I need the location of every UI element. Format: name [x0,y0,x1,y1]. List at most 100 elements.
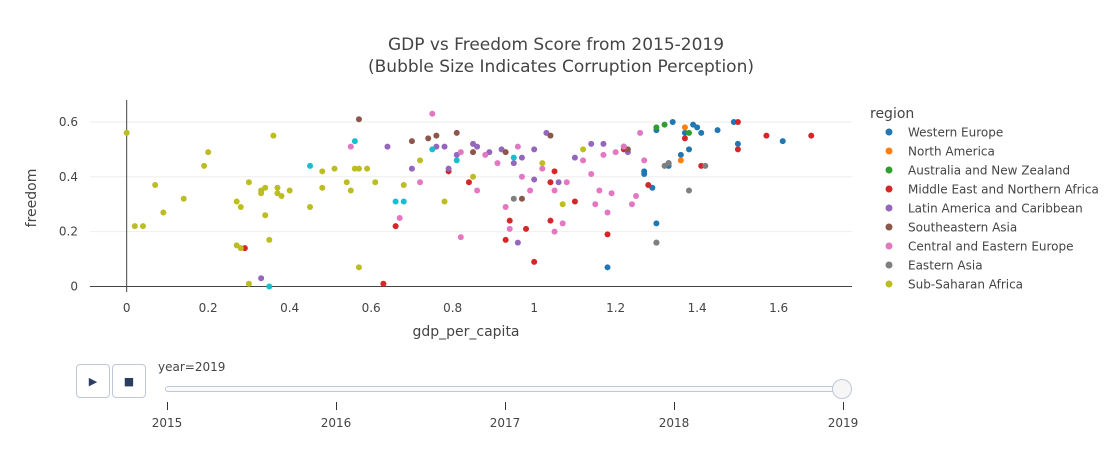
data-point[interactable] [608,190,615,197]
data-point[interactable] [686,146,693,153]
data-point[interactable] [510,154,517,161]
data-point[interactable] [237,203,244,210]
data-point[interactable] [286,187,293,194]
slider-tick-label[interactable]: 2017 [489,416,521,430]
data-point[interactable] [506,217,513,224]
data-point[interactable] [453,157,460,164]
data-point[interactable] [637,129,644,136]
data-point[interactable] [551,228,558,235]
data-point[interactable] [588,171,595,178]
data-point[interactable] [429,110,436,117]
data-point[interactable] [408,138,415,145]
data-point[interactable] [628,201,635,208]
data-point[interactable] [470,173,477,180]
data-point[interactable] [319,184,326,191]
data-point[interactable] [465,179,472,186]
data-point[interactable] [555,179,562,186]
data-point[interactable] [620,143,627,150]
data-point[interactable] [152,182,159,189]
data-point[interactable] [347,187,354,194]
data-point[interactable] [319,168,326,175]
data-point[interactable] [563,179,570,186]
data-point[interactable] [425,135,432,142]
data-point[interactable] [612,149,619,156]
data-point[interactable] [417,179,424,186]
data-point[interactable] [518,173,525,180]
data-point[interactable] [392,198,399,205]
data-point[interactable] [474,187,481,194]
data-point[interactable] [274,184,281,191]
data-point[interactable] [470,149,477,156]
data-point[interactable] [641,157,648,164]
data-point[interactable] [559,220,566,227]
data-point[interactable] [510,160,517,167]
data-point[interactable] [331,165,338,172]
data-point[interactable] [686,129,693,136]
data-point[interactable] [307,203,314,210]
data-point[interactable] [237,245,244,252]
data-point[interactable] [523,225,530,232]
data-point[interactable] [262,212,269,219]
data-point[interactable] [262,184,269,191]
data-point[interactable] [547,217,554,224]
data-point[interactable] [551,187,558,194]
year-slider-handle[interactable] [832,379,852,399]
data-point[interactable] [681,124,688,131]
data-point[interactable] [551,168,558,175]
data-point[interactable] [539,165,546,172]
play-button[interactable]: ▶ [76,364,110,398]
data-point[interactable] [604,209,611,216]
data-point[interactable] [702,162,709,169]
data-point[interactable] [677,151,684,158]
data-point[interactable] [131,223,138,230]
data-point[interactable] [274,190,281,197]
data-point[interactable] [600,140,607,147]
data-point[interactable] [502,149,509,156]
data-point[interactable] [258,190,265,197]
data-point[interactable] [779,138,786,145]
legend[interactable]: region Western Europe North America Austra… [870,106,1099,292]
data-point[interactable] [518,154,525,161]
data-point[interactable] [482,151,489,158]
data-point[interactable] [527,187,534,194]
data-point[interactable] [677,157,684,164]
data-point[interactable] [580,157,587,164]
data-point[interactable] [571,154,578,161]
slider-tick-label[interactable]: 2016 [320,416,352,430]
data-point[interactable] [433,132,440,139]
legend-label[interactable]: Latin America and Caribbean [908,202,1083,216]
data-point[interactable] [457,234,464,241]
legend-label[interactable]: Australia and New Zealand [908,164,1070,178]
data-point[interactable] [694,124,701,131]
slider-tick-label[interactable]: 2019 [827,416,859,430]
data-point[interactable] [763,132,770,139]
data-point[interactable] [396,214,403,221]
slider-tick-label[interactable]: 2015 [151,416,183,430]
data-point[interactable] [681,135,688,142]
data-point[interactable] [588,140,595,147]
data-point[interactable] [559,201,566,208]
data-point[interactable] [514,143,521,150]
data-point[interactable] [596,187,603,194]
data-point[interactable] [266,283,273,290]
data-point[interactable] [653,124,660,131]
data-point[interactable] [245,179,252,186]
data-point[interactable] [604,231,611,238]
data-point[interactable] [233,198,240,205]
data-point[interactable] [518,195,525,202]
data-point[interactable] [364,165,371,172]
data-point[interactable] [653,220,660,227]
data-point[interactable] [502,236,509,243]
data-point[interactable] [510,195,517,202]
stop-button[interactable]: ■ [112,364,146,398]
data-point[interactable] [531,176,538,183]
legend-label[interactable]: Southeastern Asia [908,221,1017,235]
data-point[interactable] [245,280,252,287]
data-point[interactable] [160,209,167,216]
data-point[interactable] [429,146,436,153]
data-point[interactable] [453,129,460,136]
data-point[interactable] [734,146,741,153]
data-point[interactable] [392,223,399,230]
legend-label[interactable]: Western Europe [908,126,1003,140]
data-point[interactable] [347,143,354,150]
